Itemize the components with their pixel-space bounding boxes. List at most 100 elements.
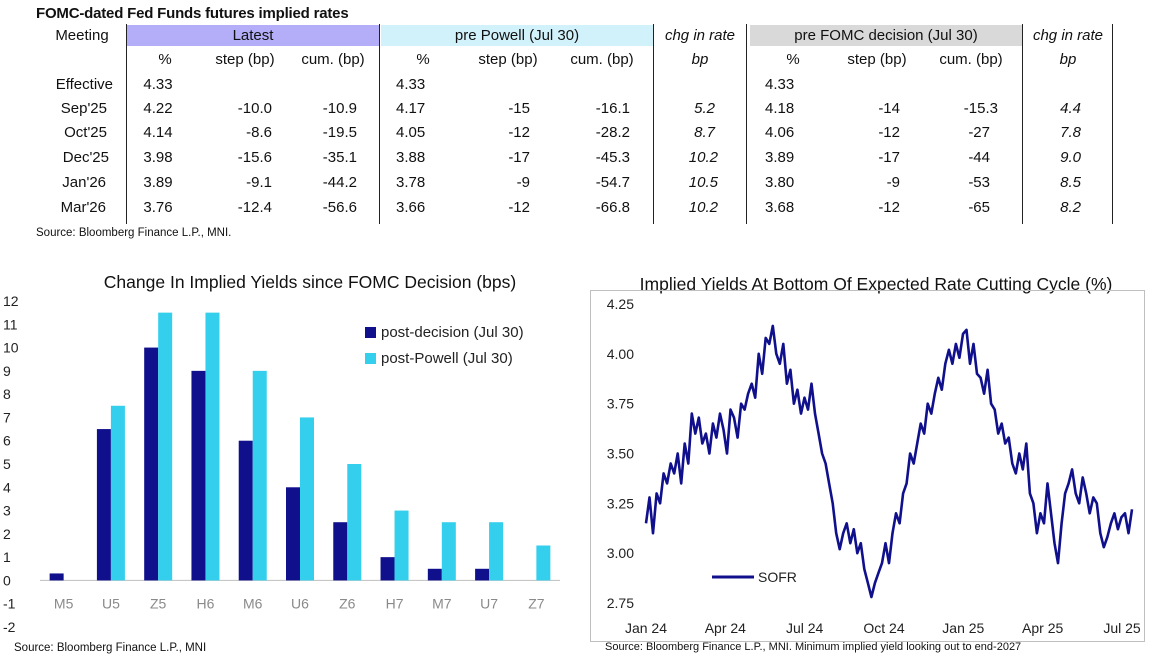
y-tick-label: 0 [3,572,11,588]
x-tick-label: Apr 25 [1022,620,1063,636]
y-tick-label: 9 [3,363,11,379]
line-chart-title: Implied Yields At Bottom Of Expected Rat… [639,274,1113,294]
bar-post-decision [49,573,64,581]
x-tick-label: Jan 24 [625,620,667,636]
row-meeting: Oct'25 [64,124,107,141]
sub-pct-fomc: % [786,51,800,68]
fomc-step: -17 [878,149,900,166]
y-tick-label: 11 [3,316,18,332]
latest-cum: -56.6 [322,199,357,216]
sub-bp-1: bp [691,51,709,68]
sub-bp-2: bp [1059,51,1077,68]
bar-post-powell [441,522,456,581]
fomc-pct: 3.80 [765,174,795,191]
fomc-step: -12 [878,199,900,216]
powell-cum: -45.3 [595,149,630,166]
latest-pct: 3.89 [143,174,173,191]
bar-post-powell [205,312,220,581]
fomc-cum: -15.3 [963,100,998,117]
chg-rate-1: 10.5 [688,174,718,191]
powell-cum: -66.8 [595,199,630,216]
x-tick-label: H6 [197,596,215,612]
chg-rate-2: 7.8 [1060,124,1081,141]
fomc-step: -14 [878,100,900,117]
x-tick-label: Oct 24 [863,620,904,636]
latest-pct: 4.33 [143,76,173,93]
table-divider [653,24,654,224]
x-tick-label: M5 [54,596,74,612]
x-tick-label: M7 [432,596,452,612]
bar-post-powell [158,312,173,581]
pre-fomc-header-band [750,25,1022,46]
powell-cum: -28.2 [595,124,630,141]
bar-post-decision [333,522,348,581]
row-meeting: Effective [55,76,113,93]
fomc-pct: 4.33 [765,76,795,93]
fomc-step: -12 [878,124,900,141]
plot-frame [590,290,1145,642]
latest-step: -10.0 [237,100,272,117]
chg-rate-2 [1025,74,1081,96]
bar-post-powell [252,370,267,581]
x-tick-label: Z7 [528,596,545,612]
latest-header: Latest [232,27,274,44]
powell-pct: 3.88 [396,149,426,166]
bar-post-decision [475,568,490,581]
powell-step: -12 [508,124,530,141]
y-tick-label: 3 [3,503,11,519]
y-tick-label: 1 [3,549,11,565]
y-tick-label: 2 [3,526,11,542]
bar-post-decision [96,429,111,581]
fomc-cum [920,74,990,96]
fomc-cum: -27 [968,124,990,141]
sub-cum-powell: cum. (bp) [570,51,634,68]
powell-pct: 4.33 [396,76,426,93]
chg-in-rate-header-2: chg in rate [1032,27,1104,44]
powell-step: -9 [516,174,530,191]
latest-step: -8.6 [246,124,272,141]
y-tick-label: 5 [3,456,11,472]
line-chart-source: Source: Bloomberg Finance L.P., MNI. Min… [605,641,1022,653]
latest-step: -9.1 [246,174,272,191]
y-tick-label: 3.25 [607,495,634,511]
y-tick-label: 3.50 [607,446,634,462]
legend-swatch [365,353,376,364]
fomc-step: -9 [886,174,900,191]
bar-chart-source: Source: Bloomberg Finance L.P., MNI [14,642,207,654]
latest-step: -15.6 [237,149,272,166]
chg-rate-1: 5.2 [694,100,715,117]
fomc-pct: 4.18 [765,100,795,117]
latest-pct: 3.98 [143,149,173,166]
y-tick-label: 12 [3,293,19,309]
row-meeting: Mar'26 [60,199,106,216]
y-tick-label: 8 [3,386,11,402]
row-meeting: Sep'25 [60,100,107,117]
chg-rate-1: 10.2 [688,149,718,166]
latest-step [200,74,272,96]
powell-step: -12 [508,199,530,216]
bar-chart-title: Change In Implied Yields since FOMC Deci… [103,272,517,292]
powell-pct: 3.66 [396,199,426,216]
legend-label: SOFR [758,569,797,585]
y-tick-label: 7 [3,409,11,425]
y-tick-label: 4.00 [607,346,634,362]
latest-pct: 4.14 [143,124,173,141]
row-meeting: Jan'26 [62,174,106,191]
pre-powell-header: pre Powell (Jul 30) [454,27,580,44]
bar-post-decision [380,557,395,581]
latest-pct: 3.76 [143,199,173,216]
y-tick-label: 4 [3,479,11,495]
bar-post-decision [286,487,300,581]
fomc-step [830,74,900,96]
pre-fomc-header: pre FOMC decision (Jul 30) [794,27,978,44]
sub-cum-latest: cum. (bp) [301,51,365,68]
fomc-pct: 4.06 [765,124,795,141]
legend-swatch [365,327,376,338]
table-divider [746,24,747,224]
bar-post-powell [347,464,362,581]
powell-step: -15 [508,100,530,117]
sub-step-latest: step (bp) [215,51,275,68]
y-tick-label: 10 [3,340,19,356]
x-tick-label: Jul 25 [1103,620,1141,636]
chg-rate-1: 8.7 [694,124,715,141]
